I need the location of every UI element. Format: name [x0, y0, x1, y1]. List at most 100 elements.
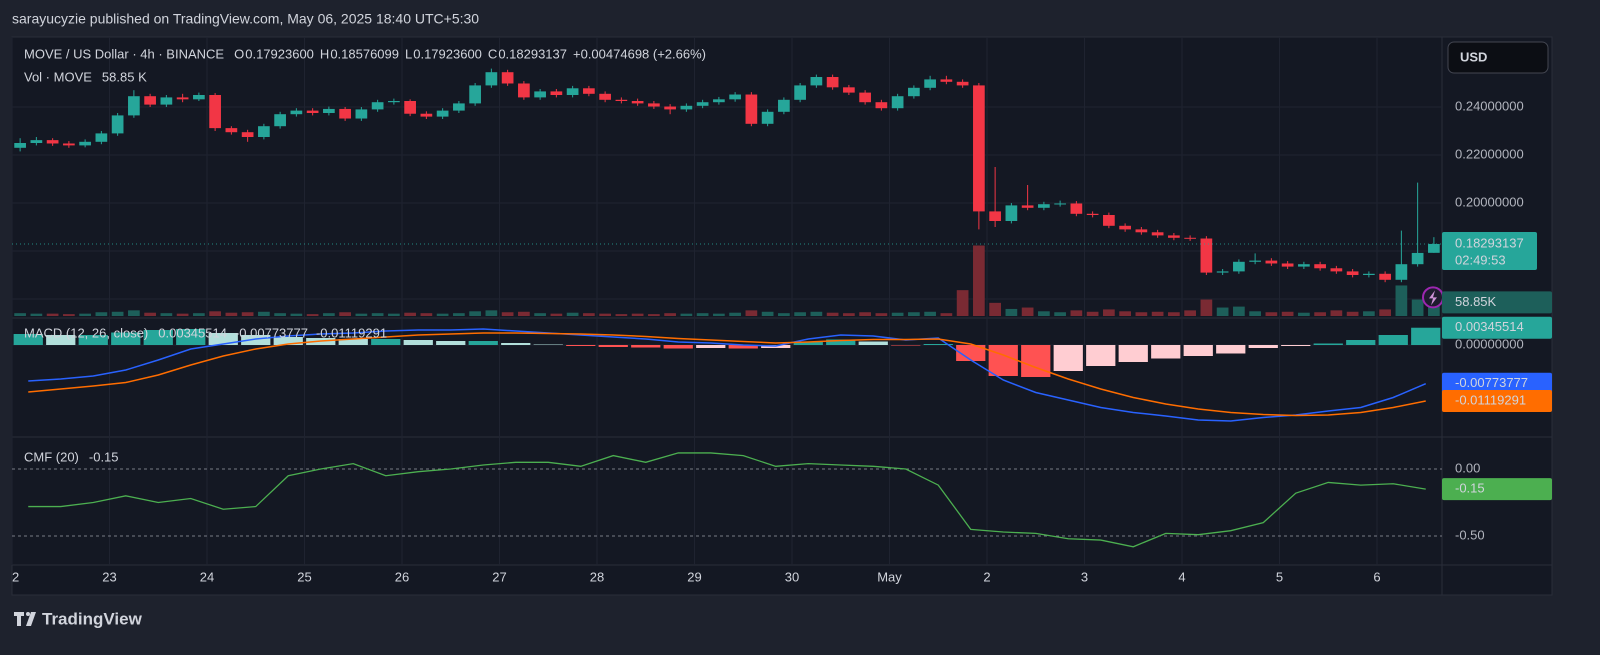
candle-body [144, 96, 156, 105]
candle-body [1411, 252, 1424, 265]
histogram-tag: 0.00345514 [1455, 319, 1524, 334]
candle-body [1086, 213, 1099, 215]
volume-bar [111, 311, 124, 316]
candle-body [1021, 205, 1034, 208]
volume-bar [956, 290, 969, 316]
legend-change: +0.00474698 (+2.66%) [573, 46, 706, 61]
volume-legend-value: 58.85 K [102, 69, 147, 84]
candle-body [680, 105, 693, 110]
candle-body [1395, 264, 1408, 280]
candle-body [469, 85, 481, 104]
candle-body [46, 140, 59, 144]
volume-bar [1379, 309, 1391, 316]
volume-bar [1298, 312, 1310, 316]
volume-bar [388, 313, 400, 316]
legend-key: H [320, 46, 329, 61]
x-tick-label: 27 [492, 569, 506, 584]
x-tick-label: 5 [1276, 569, 1283, 584]
candle-body [1168, 235, 1180, 238]
volume-bar [485, 310, 498, 316]
alert-bolt [1429, 290, 1437, 306]
volume-bar [924, 311, 936, 316]
x-tick-label: 22 [5, 569, 19, 584]
candle-body [1151, 232, 1164, 236]
candle-body [826, 77, 839, 88]
candle-body [1379, 273, 1391, 280]
macd-histogram-bar [1151, 345, 1181, 359]
candle-body [306, 110, 319, 114]
volume-bar [1265, 312, 1278, 316]
macd-histogram-bar [1183, 345, 1213, 356]
candle-body [209, 95, 221, 129]
legend-value: -0.00773777 [235, 325, 308, 340]
x-tick-label: 2 [983, 569, 990, 584]
signal-line [28, 332, 1426, 417]
volume-bar [1184, 310, 1196, 316]
candle-body [924, 79, 936, 88]
candle-body [583, 88, 595, 94]
cmf-line [28, 452, 1426, 548]
volume-bar [1054, 312, 1066, 316]
legend-value: -0.15 [89, 449, 119, 464]
volume-bar [1168, 312, 1180, 316]
candle-body [1184, 237, 1196, 239]
candle-body [859, 92, 871, 103]
volume-bar [583, 313, 595, 316]
volume-bar [648, 314, 660, 316]
candle-body [388, 101, 400, 103]
macd-histogram-bar [566, 345, 596, 346]
candle-body [566, 88, 579, 96]
volume-bar [371, 313, 384, 316]
volume-bar [989, 302, 1001, 316]
macd-histogram-bar [1281, 345, 1311, 346]
volume-bar [875, 313, 888, 316]
volume-bar [1200, 299, 1213, 316]
candle-body [956, 81, 969, 86]
macd-histogram-bar [728, 345, 758, 349]
price-tag: 0.18293137 [1455, 235, 1524, 250]
macd-line [28, 328, 1427, 422]
candle-body [810, 77, 823, 86]
volume-bar [534, 313, 546, 316]
macd-histogram-bar [13, 334, 43, 345]
volume-bar [306, 314, 319, 316]
volume-bar [891, 312, 904, 316]
candle-body [1070, 203, 1083, 214]
volume-bar [225, 312, 238, 316]
currency-label[interactable]: USD [1460, 49, 1487, 64]
candle-body [339, 108, 351, 119]
macd-histogram-bar [338, 339, 368, 345]
candle-body [940, 79, 953, 82]
currency-button[interactable] [1447, 41, 1549, 74]
candle-body [1103, 214, 1115, 226]
candle-body [989, 211, 1001, 221]
macd-histogram-bar [826, 339, 856, 345]
candle-body [778, 99, 790, 112]
macd-histogram-bar [923, 344, 953, 345]
volume-bar [453, 313, 465, 316]
y-tick-label: 0.22000000 [1455, 146, 1524, 161]
candle-body [1038, 204, 1050, 208]
y-tick-label: 0.00 [1455, 460, 1480, 475]
y-tick-label: 0.20000000 [1455, 194, 1524, 209]
macd-histogram-bar [1021, 345, 1051, 377]
volume-tag-bg [1442, 291, 1552, 314]
volume-bar [599, 313, 611, 316]
macd-histogram-bar [1086, 345, 1116, 366]
volume-bar [1135, 312, 1148, 316]
volume-bar [696, 313, 709, 316]
candle-body [1314, 264, 1326, 269]
candle-body [1233, 261, 1245, 272]
candle-body [729, 94, 741, 100]
candle-body [274, 114, 286, 127]
macd-histogram-bar [403, 340, 433, 345]
volume-bar [241, 312, 254, 316]
candle-body [631, 101, 644, 104]
legend-value: 0.18293137 [498, 46, 567, 61]
volume-bar [258, 311, 270, 316]
volume-bar [729, 312, 741, 316]
legend-value: -0.01119291 [316, 325, 387, 340]
candle-body [875, 102, 888, 109]
candle-body [648, 103, 660, 107]
volume-bar [761, 311, 774, 316]
